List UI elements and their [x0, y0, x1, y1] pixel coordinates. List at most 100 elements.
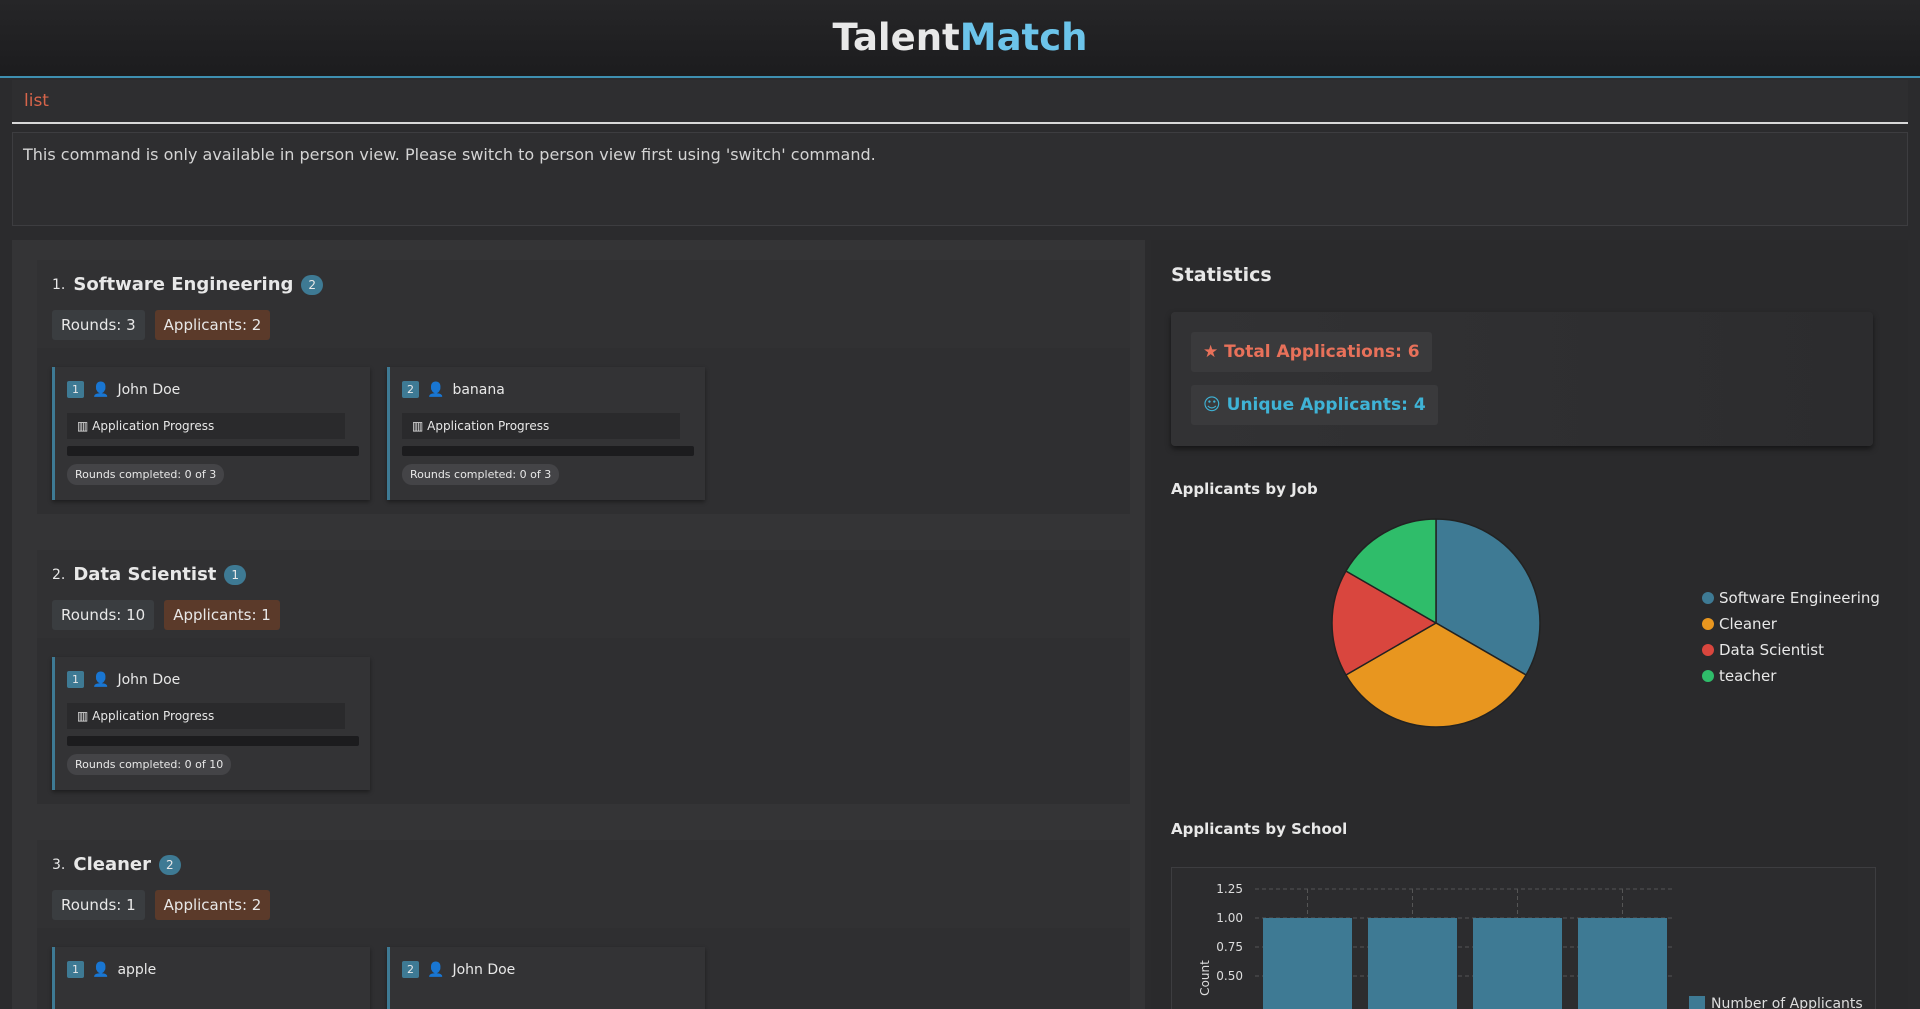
- pie-slice: [1435, 518, 1541, 677]
- candidate-header: 2 👤 John Doe: [402, 961, 515, 978]
- applicant-count: 1: [224, 564, 247, 585]
- job-title: Software Engineering: [73, 274, 294, 295]
- candidate-name: John Doe: [117, 381, 181, 398]
- command-input[interactable]: list: [24, 91, 49, 111]
- candidate-name: apple: [117, 961, 157, 978]
- y-tick-label: 0.50: [1216, 969, 1243, 983]
- job-index: 1.: [52, 276, 66, 293]
- job-header: 3. Cleaner 2 Rounds: 1 Applicants: 2: [37, 840, 1130, 928]
- bar-title: Applicants by School: [1171, 820, 1348, 838]
- job-header: 2. Data Scientist 1 Rounds: 10 Applicants: 1: [37, 550, 1130, 638]
- unique-text: Unique Applicants: 4: [1226, 395, 1426, 415]
- person-icon: 👤: [92, 381, 110, 398]
- progress-label-box: ▥ Application Progress: [67, 413, 345, 439]
- candidate-card: 1 👤 apple: [52, 947, 370, 1009]
- job-header: 1. Software Engineering 2 Rounds: 3 Applican…: [37, 260, 1130, 348]
- bar: [1368, 918, 1457, 1009]
- job-card: 1. Software Engineering 2 Rounds: 3 Applican…: [37, 260, 1130, 514]
- title-main: Talent: [832, 16, 960, 59]
- legend-swatch: [1702, 670, 1714, 682]
- progress-bar: [67, 446, 359, 456]
- bar: [1578, 918, 1667, 1009]
- candidate-header: 1 👤 apple: [67, 961, 156, 978]
- rounds-completed: Rounds completed: 0 of 10: [67, 754, 232, 775]
- badge-row: Rounds: 3 Applicants: 2: [52, 310, 271, 340]
- applicant-count: 2: [301, 274, 324, 295]
- title-accent: Match: [959, 16, 1088, 59]
- chart-icon: ▥: [77, 419, 93, 433]
- smile-icon: ☺: [1203, 395, 1227, 415]
- pie-slice: [1344, 518, 1437, 625]
- legend-label: Data Scientist: [1719, 641, 1824, 659]
- person-icon: 👤: [427, 381, 445, 398]
- total-text: Total Applications: 6: [1224, 342, 1420, 362]
- job-title: Data Scientist: [73, 564, 217, 585]
- candidate-name: banana: [452, 381, 505, 398]
- candidate-card: 2 👤 John Doe: [387, 947, 705, 1009]
- legend-swatch: [1702, 644, 1714, 656]
- job-list: 1. Software Engineering 2 Rounds: 3 Applican…: [12, 240, 1145, 1009]
- candidate-index: 2: [402, 381, 419, 398]
- person-icon: 👤: [427, 961, 445, 978]
- rounds-completed: Rounds completed: 0 of 3: [67, 464, 225, 485]
- candidate-card: 1 👤 John Doe ▥ Application Progress Rounds c…: [52, 657, 370, 790]
- job-index: 2.: [52, 566, 66, 583]
- y-axis-label: Count: [1198, 960, 1212, 996]
- summary-box: ★ Total Applications: 6 ☺ Unique Applica…: [1171, 312, 1873, 446]
- legend-label: teacher: [1719, 667, 1777, 685]
- candidate-header: 2 👤 banana: [402, 381, 505, 398]
- command-box[interactable]: list: [12, 80, 1908, 124]
- job-title-row: 1. Software Engineering 2: [52, 274, 324, 295]
- legend-swatch: [1702, 618, 1714, 630]
- bar: [1263, 918, 1352, 1009]
- bar: [1473, 918, 1562, 1009]
- rounds-badge: Rounds: 1: [52, 890, 145, 920]
- candidate-card: 1 👤 John Doe ▥ Application Progress Rounds c…: [52, 367, 370, 500]
- progress-bar: [67, 736, 359, 746]
- person-icon: 👤: [92, 671, 110, 688]
- legend-swatch: [1702, 592, 1714, 604]
- unique-applicants: ☺ Unique Applicants: 4: [1191, 385, 1438, 425]
- y-tick-label: 1.25: [1216, 882, 1243, 896]
- legend-swatch: [1689, 996, 1705, 1009]
- applicants-badge: Applicants: 1: [164, 600, 280, 630]
- pie-title: Applicants by Job: [1171, 480, 1318, 498]
- candidate-index: 1: [67, 671, 84, 688]
- progress-bar: [402, 446, 694, 456]
- candidate-index: 1: [67, 381, 84, 398]
- job-index: 3.: [52, 856, 66, 873]
- statistics-title: Statistics: [1171, 264, 1272, 286]
- rounds-badge: Rounds: 3: [52, 310, 145, 340]
- job-card: 2. Data Scientist 1 Rounds: 10 Applicants: 1…: [37, 550, 1130, 804]
- total-applications: ★ Total Applications: 6: [1191, 332, 1432, 372]
- progress-label-box: ▥ Application Progress: [402, 413, 680, 439]
- candidate-index: 1: [67, 961, 84, 978]
- bar-chart: 0.50 0.75 1.00 1.25 Count Number of Applicant…: [1171, 867, 1876, 1009]
- job-title-row: 2. Data Scientist 1: [52, 564, 247, 585]
- progress-label: Application Progress: [92, 419, 215, 433]
- badge-row: Rounds: 1 Applicants: 2: [52, 890, 271, 920]
- chart-icon: ▥: [412, 419, 428, 433]
- legend-label: Software Engineering: [1719, 589, 1880, 607]
- y-tick-label: 1.00: [1216, 911, 1243, 925]
- progress-label: Application Progress: [427, 419, 550, 433]
- y-tick-label: 0.75: [1216, 940, 1243, 954]
- candidate-name: John Doe: [452, 961, 516, 978]
- progress-label: Application Progress: [92, 709, 215, 723]
- candidate-card: 2 👤 banana ▥ Application Progress Rounds com…: [387, 367, 705, 500]
- pie-slice: [1331, 569, 1438, 677]
- rounds-badge: Rounds: 10: [52, 600, 155, 630]
- person-icon: 👤: [92, 961, 110, 978]
- candidate-header: 1 👤 John Doe: [67, 381, 180, 398]
- applicants-badge: Applicants: 2: [154, 310, 271, 340]
- chart-icon: ▥: [77, 709, 93, 723]
- result-message: This command is only available in person…: [23, 145, 876, 164]
- legend-label: Number of Applicants: [1711, 996, 1863, 1009]
- result-box: This command is only available in person…: [12, 132, 1908, 226]
- legend-label: Cleaner: [1719, 615, 1778, 633]
- star-icon: ★: [1203, 342, 1225, 362]
- statistics-panel: Statistics ★ Total Applications: 6 ☺ Uni…: [1151, 240, 1908, 1009]
- applicants-badge: Applicants: 2: [154, 890, 271, 920]
- job-title: Cleaner: [73, 854, 151, 875]
